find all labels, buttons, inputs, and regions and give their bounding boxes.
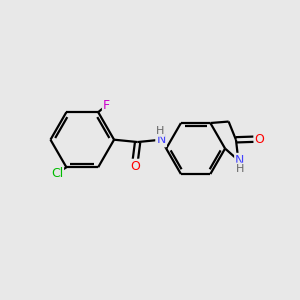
Text: H: H: [156, 126, 164, 136]
Text: N: N: [235, 154, 244, 167]
Text: O: O: [130, 160, 140, 173]
Text: N: N: [157, 133, 166, 146]
Text: O: O: [255, 133, 265, 146]
Text: F: F: [103, 99, 110, 112]
Text: N: N: [157, 133, 166, 146]
Text: Cl: Cl: [51, 167, 63, 180]
Text: H: H: [156, 126, 164, 136]
Text: H: H: [236, 164, 244, 173]
